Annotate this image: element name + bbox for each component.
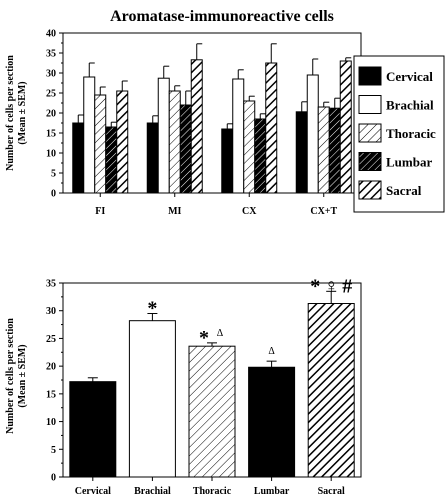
bar-cx-brachial: [232, 78, 245, 194]
legend-label-cervical: Cervical: [386, 69, 433, 84]
legend-label-lumbar: Lumbar: [386, 155, 432, 170]
bar-cx-t-brachial: [306, 74, 319, 194]
bar-cx-thoracic: [243, 100, 256, 194]
chart-title: Aromatase-immunoreactive cells: [110, 8, 334, 25]
bar-cx-lumbar: [254, 118, 267, 194]
bar-fi-lumbar: [105, 126, 118, 194]
bottom-y-tick-label: 5: [51, 445, 56, 456]
top-x-tick-label: CX: [242, 206, 257, 217]
bottom-y-tick-label: 20: [46, 362, 56, 373]
significance-mark: *: [199, 327, 209, 349]
top-x-tick-label: MI: [168, 206, 181, 217]
top-y-tick-label: 15: [46, 129, 56, 140]
bottom-y-tick-label: 10: [46, 417, 56, 428]
bottom-x-tick-label: Lumbar: [254, 486, 290, 497]
bar-mi-thoracic: [168, 90, 181, 194]
bottom-y-axis: 0 5 10 15 20 25 30 35: [46, 279, 63, 484]
bar-fi-thoracic: [94, 94, 107, 194]
significance-mark: ♀: [324, 275, 339, 297]
bottom-y-tick-label: 25: [46, 334, 56, 345]
bar-cx-sacral: [265, 62, 278, 194]
significance-mark: *: [310, 275, 320, 297]
legend-swatch-thoracic: [358, 123, 382, 143]
top-x-axis: FI MI CX CX+T: [95, 193, 337, 217]
legend-swatch-sacral: [358, 180, 382, 200]
significance-mark: #: [342, 275, 352, 297]
bar-cx-t-sacral: [339, 60, 352, 194]
bar-mi-lumbar: [179, 104, 192, 194]
bar-cx-t-thoracic: [317, 106, 330, 194]
bottom-y-tick-label: 35: [46, 279, 56, 290]
significance-mark: *: [147, 297, 157, 319]
bar-fi-cervical: [72, 122, 85, 194]
bar-mi-brachial: [157, 77, 170, 194]
bottom-y-label-line-1: Number of cells per section: [5, 318, 16, 434]
bottom-plot-frame: [62, 282, 362, 478]
bottom-x-tick-label: Sacral: [318, 486, 345, 497]
bar-cervical: [69, 381, 117, 478]
bottom-y-tick-label: 30: [46, 306, 56, 317]
bottom-significance-marks: ** ΔΔ* ♀ #: [147, 275, 352, 357]
top-y-axis: 0 5 10 15 20 25 30 35 40: [46, 29, 63, 200]
top-y-tick-label: 35: [46, 49, 56, 60]
top-y-tick-label: 30: [46, 69, 56, 80]
bottom-x-tick-label: Cervical: [75, 486, 111, 497]
bottom-y-tick-label: 15: [46, 389, 56, 400]
top-y-tick-label: 20: [46, 109, 56, 120]
bar-fi-brachial: [83, 76, 96, 194]
top-y-label-line-2: (Mean ± SEM): [17, 81, 28, 144]
top-x-tick-label: FI: [95, 206, 105, 217]
bar-cx-t-lumbar: [328, 107, 341, 194]
bottom-y-label-line-2: (Mean ± SEM): [17, 344, 28, 407]
legend-label-brachial: Brachial: [386, 98, 434, 113]
top-y-tick-label: 40: [46, 29, 56, 40]
top-y-tick-label: 0: [51, 189, 56, 200]
bar-thoracic: [188, 345, 236, 478]
legend-swatch-cervical: [358, 66, 382, 86]
bar-cx-cervical: [221, 128, 234, 194]
top-y-tick-label: 25: [46, 89, 56, 100]
bar-sacral: [307, 303, 355, 478]
bar-brachial: [128, 320, 176, 478]
top-y-tick-label: 10: [46, 149, 56, 160]
top-y-label: Number of cells per section (Mean ± SEM): [5, 55, 28, 171]
bottom-x-tick-label: Thoracic: [193, 486, 232, 497]
bottom-y-tick-label: 0: [51, 473, 56, 484]
top-y-label-line-1: Number of cells per section: [5, 55, 16, 171]
significance-mark: Δ: [268, 346, 275, 357]
top-y-tick-label: 5: [51, 169, 56, 180]
bar-fi-sacral: [116, 90, 129, 194]
bar-lumbar: [248, 366, 296, 478]
top-x-tick-label: CX+T: [310, 206, 337, 217]
bottom-x-tick-label: Brachial: [134, 486, 171, 497]
bar-mi-cervical: [146, 122, 159, 194]
legend-swatch-brachial: [358, 95, 382, 114]
bar-mi-sacral: [190, 59, 203, 194]
bottom-y-label: Number of cells per section (Mean ± SEM): [5, 318, 28, 434]
bar-cx-t-cervical: [295, 111, 308, 194]
top-bars: [72, 43, 352, 194]
bottom-bars: [69, 290, 355, 478]
legend-label-thoracic: Thoracic: [386, 126, 436, 141]
legend: Cervical Brachial Thoracic Lumbar Sacral: [353, 55, 445, 213]
significance-mark: Δ: [217, 328, 224, 339]
legend-swatch-lumbar: [358, 152, 382, 171]
legend-label-sacral: Sacral: [386, 183, 422, 198]
bottom-x-axis: Cervical Brachial Thoracic Lumbar Sacral: [75, 477, 345, 497]
